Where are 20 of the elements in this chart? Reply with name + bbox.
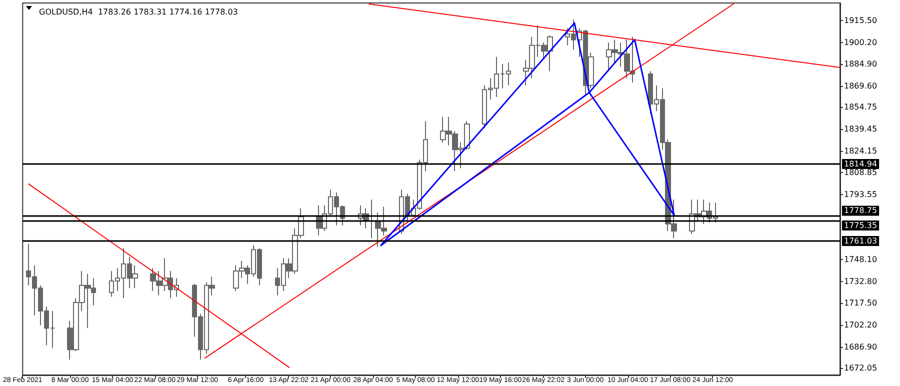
y-tick-label: 1915.50 (844, 16, 878, 25)
y-tick-label: 1900.20 (844, 38, 878, 47)
y-tick-label: 1732.80 (844, 276, 878, 286)
y-tick-label: 1702.20 (844, 320, 878, 330)
ref-line-label: 1778.75 (844, 206, 878, 216)
text: GOLDUSD,H4 1783.26 1783.31 1774.16 1778.03 (39, 8, 238, 16)
y-tick-label: 1686.90 (844, 342, 878, 352)
ref-line-label: 1775.35 (844, 221, 878, 230)
y-tick-label: 1717.50 (844, 298, 878, 308)
y-tick-label: 1793.55 (844, 190, 878, 200)
y-tick-label: 1824.15 (844, 146, 878, 156)
ref-line-label: 1761.03 (844, 236, 878, 246)
y-tick-label: 1884.90 (844, 60, 878, 69)
y-tick-label: 1854.75 (844, 102, 878, 112)
ref-line-label: 1814.94 (844, 160, 878, 169)
y-tick-label: 1808.85 (844, 168, 878, 178)
y-tick-label: 1839.45 (844, 124, 878, 134)
y-tick-label: 1869.60 (844, 81, 878, 90)
y-tick-label: 1672.05 (844, 364, 878, 373)
y-tick-label: 1748.10 (844, 254, 878, 264)
